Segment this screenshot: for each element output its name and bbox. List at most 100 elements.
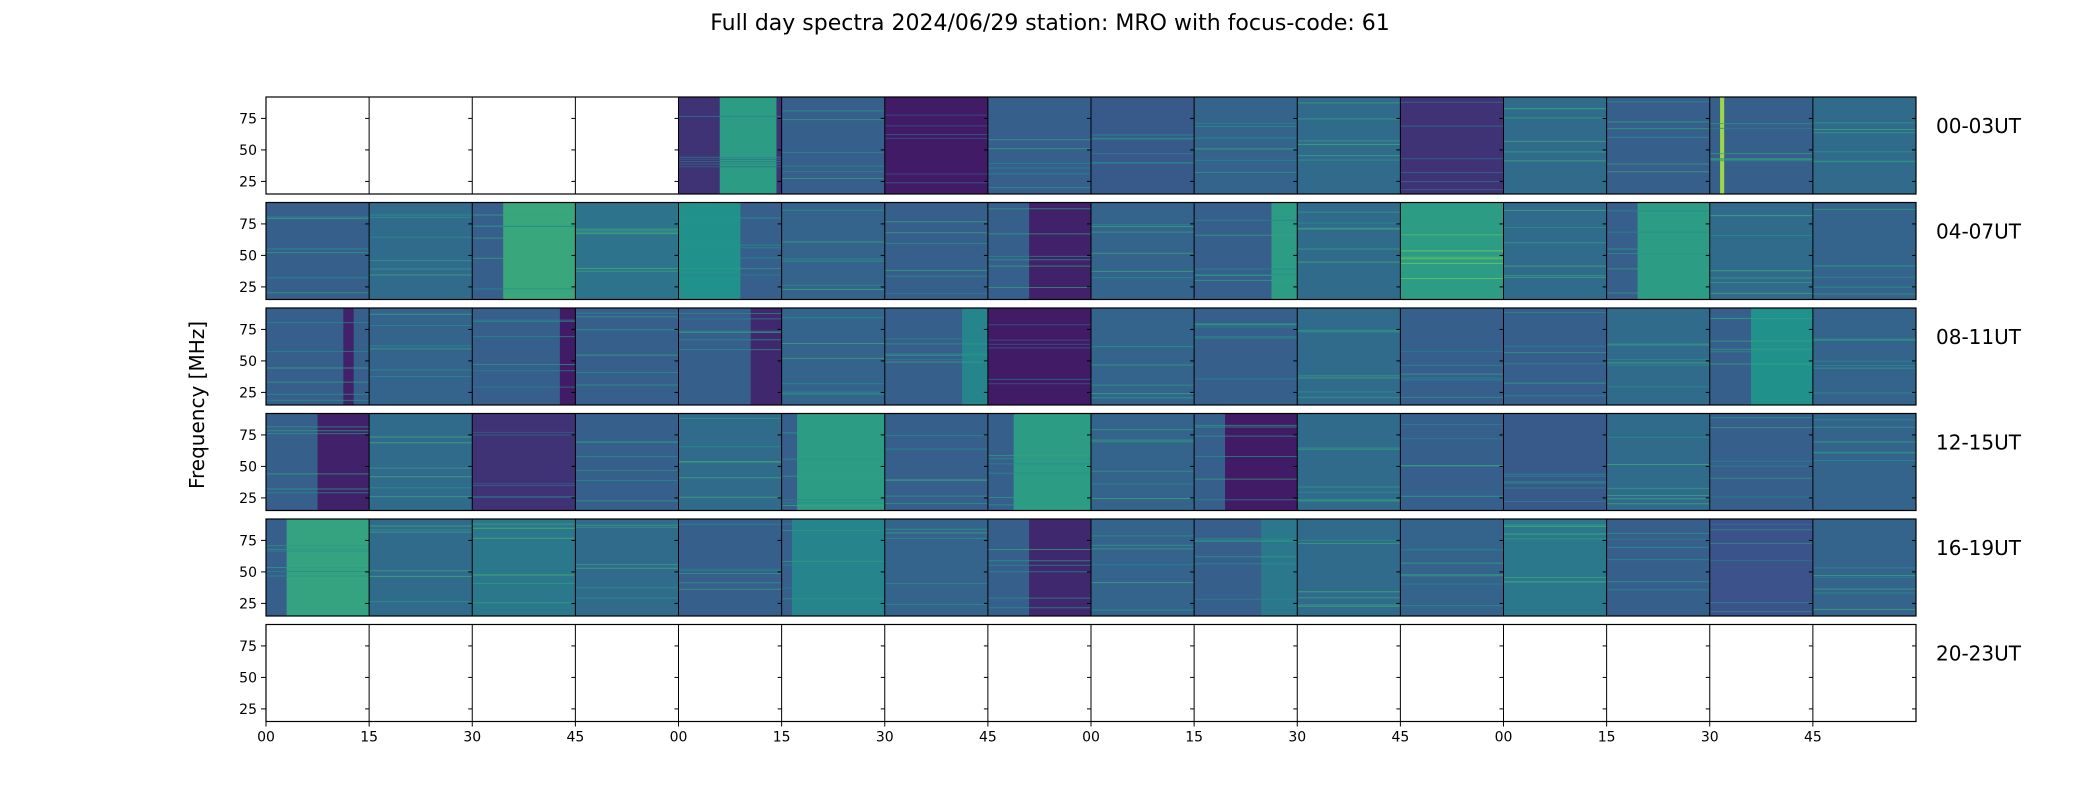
y-tick-label: 25: [239, 385, 257, 401]
y-tick-label: 75: [239, 428, 257, 444]
y-tick-label: 75: [239, 533, 257, 549]
panel-fill: [1606, 413, 1710, 511]
y-tick-label: 75: [239, 111, 257, 127]
x-tick-label: 30: [876, 730, 894, 746]
spectrogram-panel: [471, 97, 576, 194]
spectrogram-panel: [1606, 413, 1710, 511]
spectrogram-panel: [265, 624, 370, 722]
spectrogram-panel: [678, 519, 782, 616]
panel-band: [503, 202, 576, 300]
x-tick-label: 00: [1082, 730, 1100, 746]
spectrogram-panel: [574, 624, 679, 722]
panel-fill: [369, 413, 473, 511]
y-tick-label: 25: [239, 596, 257, 612]
spectrogram-panel: [368, 413, 473, 511]
x-tick-label: 00: [670, 730, 688, 746]
panel-band: [1013, 413, 1091, 511]
panel-band: [1720, 97, 1725, 194]
panel-fill: [1297, 413, 1401, 511]
panel-fill: [369, 202, 473, 300]
panel-fill: [987, 308, 1091, 405]
panel-fill: [472, 519, 576, 616]
y-tick-label: 50: [239, 143, 257, 159]
spectrogram-panel: [781, 624, 885, 722]
panel-band: [559, 308, 576, 405]
spectrogram-panel: [1709, 413, 1813, 511]
spectrogram-panel: [471, 413, 576, 511]
panel-fill: [1503, 202, 1607, 300]
spectrogram-panel: [678, 202, 782, 300]
spectrogram-panel: [265, 202, 370, 300]
spectrogram-panel: [1606, 97, 1710, 194]
spectrogram-panel: [1503, 308, 1607, 405]
spectrogram-panel: [1296, 308, 1401, 405]
panel-band: [1637, 202, 1710, 300]
spectrogram-panel: [678, 413, 782, 511]
y-tick-label: 50: [239, 248, 257, 264]
y-tick-label: 50: [239, 670, 257, 686]
panel-fill: [1503, 97, 1607, 194]
spectrogram-panel: [1503, 202, 1607, 300]
spectrogram-panel: [265, 413, 370, 511]
spectrogram-panel: [1090, 624, 1195, 722]
x-tick-label: 15: [1185, 730, 1203, 746]
panel-fill: [1194, 97, 1298, 194]
spectrogram-panel: [1193, 97, 1298, 194]
spectrogram-panel: [781, 308, 885, 405]
panel-fill: [472, 413, 576, 511]
panel-fill: [781, 97, 885, 194]
panel-fill: [1297, 97, 1401, 194]
row-frame: [265, 96, 1917, 195]
panel-fill: [1503, 519, 1607, 616]
spectrogram-panel: [987, 202, 1091, 300]
spectrogram-panel: [1709, 519, 1813, 616]
panel-band: [1029, 202, 1091, 300]
spectrogram-panel: [678, 308, 782, 405]
spectrogram-panel: [1296, 97, 1401, 194]
spectrogram-panel: [574, 308, 679, 405]
panel-fill: [575, 413, 679, 511]
y-tick-label: 75: [239, 639, 257, 655]
panel-fill: [884, 202, 988, 300]
spectrogram-panel: [574, 97, 679, 194]
panel-fill: [1194, 308, 1298, 405]
spectrogram-panel: [1296, 202, 1401, 300]
panel-fill: [781, 308, 885, 405]
spectrogram-panel: [884, 202, 988, 300]
panel-fill: [1709, 202, 1813, 300]
spectrogram-panel: [987, 413, 1091, 511]
panel-fill: [575, 519, 679, 616]
spectrogram-panel: [1296, 519, 1401, 616]
panel-fill: [1091, 97, 1195, 194]
row-frame: [265, 201, 1917, 301]
panel-band: [791, 519, 885, 616]
panel-fill: [1400, 413, 1504, 511]
row-label: 00-03UT: [1936, 114, 2022, 138]
panel-fill: [1812, 97, 1916, 194]
spectrogram-panel: [678, 624, 782, 722]
y-tick-label: 25: [239, 702, 257, 718]
x-tick-label: 00: [257, 730, 275, 746]
spectrogram-panel: [368, 97, 473, 194]
y-tick-label: 75: [239, 217, 257, 233]
y-tick-label: 50: [239, 459, 257, 475]
row-label: 20-23UT: [1936, 642, 2022, 666]
spectrogram-panel: [265, 519, 370, 616]
spectrogram-panel: [368, 308, 473, 405]
spectrogram-panel: [265, 308, 370, 405]
spectrogram-panel: [884, 519, 988, 616]
panel-fill: [1091, 202, 1195, 300]
panel-band: [750, 308, 782, 405]
spectrogram-panel: [1812, 624, 1916, 722]
row-label: 16-19UT: [1936, 536, 2022, 560]
spectrogram-panel: [1399, 624, 1504, 722]
spectrogram-panel: [884, 624, 988, 722]
panel-fill: [1400, 97, 1504, 194]
spectrogram-panel: [1709, 97, 1813, 194]
panel-band: [962, 308, 988, 405]
spectrogram-panel: [1399, 308, 1504, 405]
spectrogram-panel: [574, 202, 679, 300]
spectrogram-panel: [1606, 519, 1710, 616]
spectrogram-panel: [1193, 202, 1298, 300]
panel-fill: [369, 519, 473, 616]
